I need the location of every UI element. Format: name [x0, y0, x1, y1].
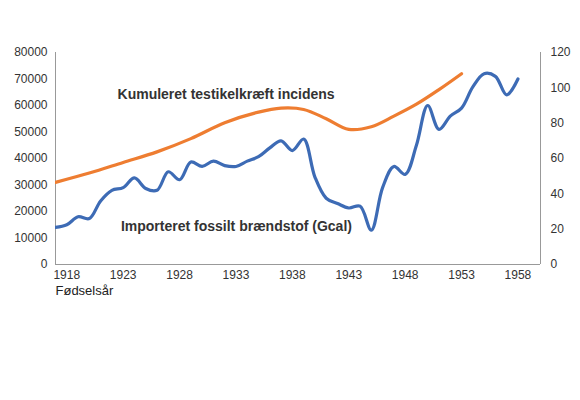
svg-text:1923: 1923 [110, 268, 137, 282]
svg-text:1918: 1918 [53, 268, 80, 282]
svg-text:40000: 40000 [14, 151, 48, 165]
svg-text:1948: 1948 [392, 268, 419, 282]
svg-text:0: 0 [41, 257, 48, 271]
svg-text:80000: 80000 [14, 45, 48, 59]
svg-text:1933: 1933 [223, 268, 250, 282]
svg-text:60000: 60000 [14, 98, 48, 112]
svg-text:80: 80 [551, 116, 565, 130]
svg-text:20: 20 [551, 222, 565, 236]
svg-text:40: 40 [551, 187, 565, 201]
svg-text:1928: 1928 [166, 268, 193, 282]
svg-text:20000: 20000 [14, 204, 48, 218]
svg-text:50000: 50000 [14, 125, 48, 139]
svg-text:0: 0 [551, 257, 558, 271]
svg-text:30000: 30000 [14, 178, 48, 192]
svg-text:1958: 1958 [505, 268, 532, 282]
svg-text:1943: 1943 [335, 268, 362, 282]
svg-text:Fødselsår: Fødselsår [56, 283, 114, 298]
svg-text:70000: 70000 [14, 72, 48, 86]
svg-text:120: 120 [551, 45, 571, 59]
svg-text:10000: 10000 [14, 231, 48, 245]
svg-text:100: 100 [551, 81, 571, 95]
svg-text:Kumuleret testikelkræft incide: Kumuleret testikelkræft incidens [118, 86, 335, 102]
svg-text:1953: 1953 [448, 268, 475, 282]
svg-text:60: 60 [551, 151, 565, 165]
svg-text:1938: 1938 [279, 268, 306, 282]
svg-text:Importeret fossilt brændstof (: Importeret fossilt brændstof (Gcal) [121, 218, 352, 234]
